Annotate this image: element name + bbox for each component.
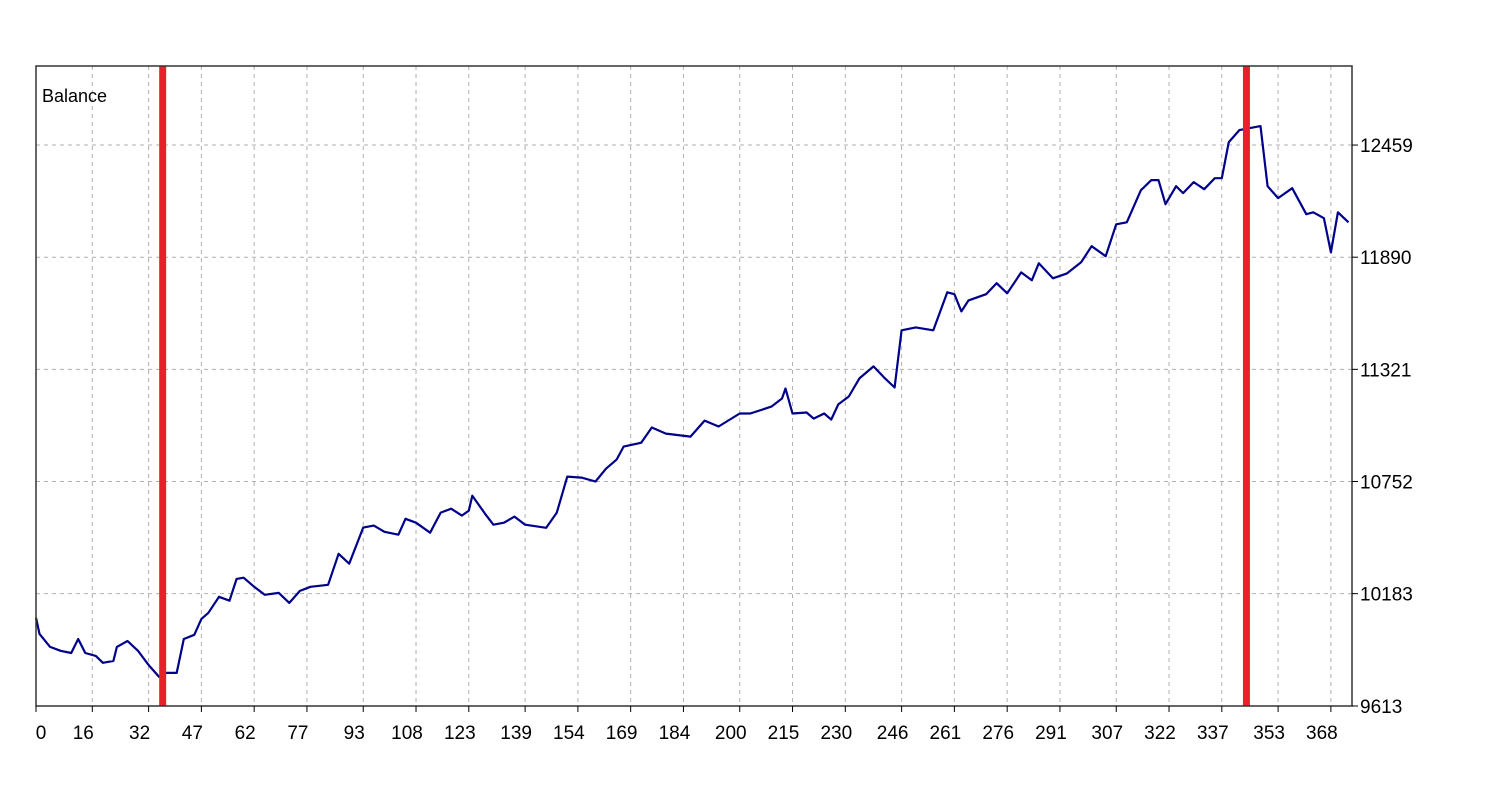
- x-tick-label: 139: [500, 723, 532, 744]
- x-tick-label: 353: [1253, 723, 1285, 744]
- x-tick-label: 0: [36, 723, 47, 744]
- x-tick-label: 307: [1091, 723, 1123, 744]
- x-tick-label: 200: [715, 723, 747, 744]
- x-tick-label: 368: [1306, 723, 1338, 744]
- marks: [34, 66, 1350, 706]
- x-tick-label: 154: [553, 723, 585, 744]
- x-tick-label: 108: [391, 723, 423, 744]
- x-tick-label: 276: [982, 723, 1014, 744]
- x-tick-label: 322: [1144, 723, 1176, 744]
- y-tick-label: 11321: [1360, 360, 1411, 381]
- x-tick-label: 47: [182, 723, 203, 744]
- x-tick-label: 215: [768, 723, 800, 744]
- x-tick-label: 169: [606, 723, 638, 744]
- grid: [35, 66, 1352, 707]
- x-tick-label: 62: [235, 723, 256, 744]
- y-tick-label: 10752: [1360, 473, 1413, 494]
- chart-title: Balance: [42, 86, 107, 106]
- y-tick-label: 12459: [1360, 136, 1413, 157]
- x-tick-label: 77: [287, 723, 308, 744]
- y-tick-label: 9613: [1360, 697, 1402, 718]
- x-tick-label: 246: [877, 723, 909, 744]
- x-tick-label: 123: [444, 723, 476, 744]
- y-tick-label: 11890: [1360, 248, 1411, 269]
- x-tick-label: 93: [344, 723, 365, 744]
- x-tick-label: 16: [73, 723, 94, 744]
- x-tick-label: 261: [930, 723, 962, 744]
- x-tick-label: 184: [659, 723, 691, 744]
- y-tick-label: 10183: [1360, 585, 1413, 606]
- x-tick-label: 32: [129, 723, 150, 744]
- x-tick-label: 230: [820, 723, 852, 744]
- x-tick-label: 337: [1197, 723, 1229, 744]
- x-tick-label: 291: [1035, 723, 1067, 744]
- balance-line: [34, 125, 1350, 679]
- plot-frame: [35, 65, 1353, 707]
